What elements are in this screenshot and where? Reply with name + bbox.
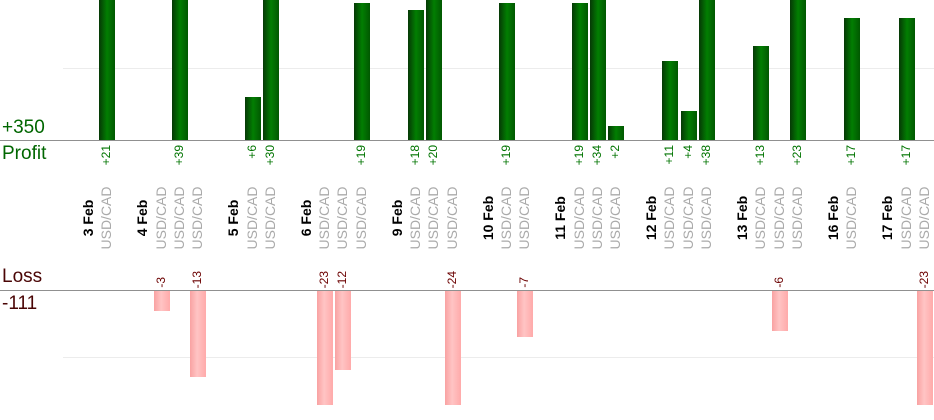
loss-value-label: -24	[444, 270, 459, 288]
symbol-label: USD/CAD	[152, 186, 169, 250]
loss-bar[interactable]	[444, 291, 461, 405]
profit-bar[interactable]	[680, 111, 697, 140]
profit-value-label: +19	[571, 145, 586, 166]
symbol-label: USD/CAD	[261, 186, 278, 250]
symbol-label: USD/CAD	[570, 186, 587, 250]
loss-bar[interactable]	[517, 291, 534, 338]
symbol-label: USD/CAD	[661, 186, 678, 250]
profit-axis-title: Profit	[2, 143, 47, 164]
profit-bar[interactable]	[753, 46, 770, 140]
profit-value-label: +39	[171, 145, 186, 166]
symbol-label: USD/CAD	[497, 186, 514, 250]
date-label: 9 Feb	[388, 199, 405, 237]
profit-value-label: +20	[426, 145, 441, 166]
profit-value-label: +19	[498, 145, 513, 166]
profit-value-label: +34	[589, 145, 604, 166]
symbol-label: USD/CAD	[334, 186, 351, 250]
symbol-label: USD/CAD	[189, 186, 206, 250]
loss-bar[interactable]	[153, 291, 170, 311]
profit-bar[interactable]	[99, 0, 116, 140]
date-label: 5 Feb	[225, 199, 242, 237]
date-label: 17 Feb	[879, 195, 896, 241]
symbol-label: USD/CAD	[243, 186, 260, 250]
profit-value-label: +17	[898, 145, 913, 166]
profit-bar[interactable]	[171, 0, 188, 140]
profit-bar[interactable]	[353, 3, 370, 140]
date-label: 10 Feb	[479, 195, 496, 241]
symbol-label: USD/CAD	[843, 186, 860, 250]
profit-bar[interactable]	[608, 125, 625, 140]
profit-value-label: +17	[844, 145, 859, 166]
loss-value-label: -3	[153, 277, 168, 288]
loss-axis-title: Loss	[2, 266, 43, 287]
profit-value-label: +6	[244, 145, 259, 159]
profit-bar[interactable]	[589, 0, 606, 140]
loss-value-label: -12	[335, 270, 350, 288]
profit-value-label: +38	[699, 145, 713, 166]
symbol-label: USD/CAD	[698, 186, 714, 250]
profit-bar[interactable]	[898, 17, 915, 140]
profit-gridline	[63, 68, 934, 69]
profit-value-label: +18	[408, 145, 422, 166]
profit-value-label: +30	[262, 145, 277, 166]
profit-bar[interactable]	[262, 0, 279, 140]
date-label: 6 Feb	[297, 199, 314, 237]
symbol-label: USD/CAD	[770, 186, 787, 250]
profit-value-label: +21	[99, 145, 114, 166]
profit-value-label: +4	[680, 145, 695, 159]
symbol-label: USD/CAD	[588, 186, 605, 250]
loss-gridline	[63, 357, 934, 358]
loss-bar[interactable]	[335, 291, 352, 371]
symbol-label: USD/CAD	[897, 186, 914, 250]
date-label: 13 Feb	[734, 195, 750, 241]
loss-value-label: -23	[916, 270, 931, 288]
loss-value-label: -7	[517, 277, 532, 288]
profit-axis-line	[0, 140, 934, 141]
profit-value-label: +13	[753, 145, 768, 166]
symbol-label: USD/CAD	[788, 186, 805, 250]
symbol-label: USD/CAD	[443, 186, 460, 250]
date-label: 12 Feb	[643, 195, 660, 241]
loss-bar[interactable]	[317, 291, 334, 405]
symbol-label: USD/CAD	[679, 186, 696, 250]
loss-total-label: -111	[2, 293, 38, 314]
profit-value-label: +19	[353, 145, 368, 166]
loss-bar[interactable]	[190, 291, 207, 377]
profit-bar[interactable]	[699, 0, 715, 140]
symbol-label: USD/CAD	[98, 186, 115, 250]
loss-value-label: -13	[190, 270, 205, 288]
profit-bar[interactable]	[662, 60, 679, 140]
loss-axis-line	[0, 290, 934, 291]
symbol-label: USD/CAD	[607, 186, 624, 250]
symbol-label: USD/CAD	[316, 186, 333, 250]
loss-value-label: -23	[317, 270, 332, 288]
profit-bar[interactable]	[498, 3, 515, 140]
profit-bar[interactable]	[844, 17, 861, 140]
loss-bar[interactable]	[916, 291, 933, 405]
profit-total-label: +350	[2, 117, 45, 138]
date-label: 3 Feb	[80, 199, 96, 237]
date-label: 4 Feb	[134, 199, 151, 237]
symbol-label: USD/CAD	[407, 186, 423, 250]
symbol-label: USD/CAD	[425, 186, 442, 250]
date-label: 16 Feb	[824, 195, 841, 241]
profit-bar[interactable]	[571, 3, 588, 140]
symbol-label: USD/CAD	[516, 186, 533, 250]
profit-value-label: +23	[789, 145, 804, 166]
profit-value-label: +2	[608, 145, 623, 159]
profit-value-label: +11	[662, 145, 677, 165]
profit-bar[interactable]	[426, 0, 443, 140]
profit-bar[interactable]	[408, 10, 424, 140]
date-label: 11 Feb	[552, 196, 569, 240]
loss-value-label: -6	[771, 277, 786, 288]
loss-bar[interactable]	[771, 291, 788, 331]
symbol-label: USD/CAD	[352, 186, 369, 250]
profit-bar[interactable]	[789, 0, 806, 140]
profit-bar[interactable]	[244, 96, 261, 140]
symbol-label: USD/CAD	[170, 186, 187, 250]
symbol-label: USD/CAD	[915, 186, 932, 250]
symbol-label: USD/CAD	[752, 186, 769, 250]
